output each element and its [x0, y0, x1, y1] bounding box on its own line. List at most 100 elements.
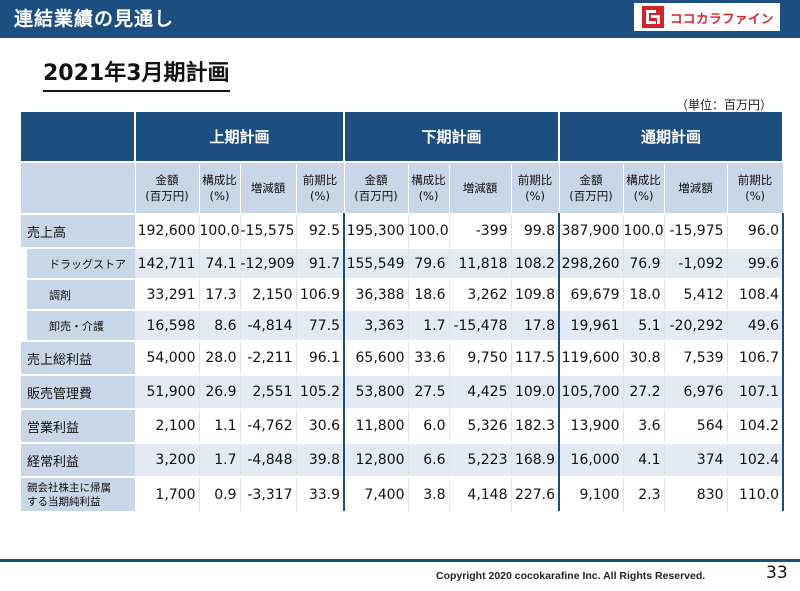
slide-title: 連結業績の見通し	[14, 8, 175, 30]
table-cell: 1.7	[199, 442, 241, 477]
table-cell: -15,478	[449, 309, 512, 341]
table-cell: 33.6	[408, 340, 450, 375]
table-row: 親会社株主に帰属 する当期純利益 1,700 0.9 -3,317 33.9 7,400 3…	[21, 476, 785, 511]
table-cell: -2,211	[240, 340, 297, 375]
table-cell: 33,291	[135, 278, 200, 310]
table-cell: 54,000	[135, 340, 200, 375]
table-cell: 74.1	[199, 247, 241, 279]
col-change: 増減額	[240, 161, 297, 214]
table-cell: 2,551	[240, 374, 297, 409]
table-cell: 105,700	[559, 374, 624, 409]
table-cell: 99.6	[727, 247, 785, 279]
table-cell: 6.0	[408, 408, 450, 443]
table-cell: 564	[664, 408, 728, 443]
table-cell: 13,900	[559, 408, 624, 443]
table-cell: 6,976	[664, 374, 728, 409]
table-cell: 11,818	[449, 247, 512, 279]
table-cell: 107.1	[727, 374, 785, 409]
table-cell: 65,600	[344, 340, 409, 375]
table-cell: 374	[664, 442, 728, 477]
table-cell: 142,711	[135, 247, 200, 279]
table-cell: 298,260	[559, 247, 624, 279]
table-cell: -15,575	[240, 213, 297, 248]
table-cell: 99.8	[511, 213, 561, 248]
table-cell: 96.0	[727, 213, 785, 248]
table-cell: 3.8	[408, 476, 450, 511]
table-cell: 91.7	[296, 247, 346, 279]
table-cell: 106.9	[296, 278, 346, 310]
table-cell: 96.1	[296, 340, 346, 375]
col-ratio: 構成比 (%)	[199, 161, 241, 214]
table-cell: 100.0	[199, 213, 241, 248]
col-ratio: 構成比 (%)	[623, 161, 665, 214]
table-cell: 18.0	[623, 278, 665, 310]
row-label: ドラッグストア	[15, 247, 135, 279]
page-number: 33	[766, 563, 788, 583]
table-cell: 11,800	[344, 408, 409, 443]
col-yoy: 前期比 (%)	[727, 161, 784, 214]
table-row: 経常利益 3,200 1.7 -4,848 39.8 12,800 6.6 5,223 168…	[21, 442, 785, 477]
table-cell: 53,800	[344, 374, 409, 409]
table-cell: 69,679	[559, 278, 624, 310]
col-yoy: 前期比 (%)	[296, 161, 345, 214]
row-label: 販売管理費	[21, 374, 135, 409]
table-cell: -20,292	[664, 309, 728, 341]
col-yoy: 前期比 (%)	[511, 161, 560, 214]
table-row: 販売管理費 51,900 26.9 2,551 105.2 53,800 27.5 4,42…	[21, 374, 785, 409]
table-cell: 9,750	[449, 340, 512, 375]
table-cell: 30.6	[296, 408, 346, 443]
table-cell: 7,539	[664, 340, 728, 375]
group-header-full: 通期計画	[559, 112, 785, 162]
table-cell: -3,317	[240, 476, 297, 511]
table-cell: 104.2	[727, 408, 785, 443]
table-cell: 17.8	[511, 309, 561, 341]
table-row: 売上総利益 54,000 28.0 -2,211 96.1 65,600 33.6 9,75…	[21, 340, 785, 375]
logo-text: ココカラファイン	[670, 10, 775, 26]
table-cell: 76.9	[623, 247, 665, 279]
table-cell: 6.6	[408, 442, 450, 477]
table-cell: 17.3	[199, 278, 241, 310]
table-cell: 27.2	[623, 374, 665, 409]
table-row: 調剤 33,291 17.3 2,150 106.9 36,388 18.6 3,262 10…	[15, 278, 785, 310]
table-cell: 100.0	[408, 213, 450, 248]
table-cell: 51,900	[135, 374, 200, 409]
table-cell: 5.1	[623, 309, 665, 341]
group-header-row: 上期計画 下期計画 通期計画	[21, 112, 785, 162]
col-amount: 金額 (百万円)	[344, 161, 409, 214]
table-cell: 4,148	[449, 476, 512, 511]
table-cell: -4,762	[240, 408, 297, 443]
table-cell: 108.2	[511, 247, 561, 279]
table-cell: 30.8	[623, 340, 665, 375]
table-cell: 77.5	[296, 309, 346, 341]
table-cell: 39.8	[296, 442, 346, 477]
table-cell: 105.2	[296, 374, 346, 409]
table-cell: 3.6	[623, 408, 665, 443]
table-cell: 4.1	[623, 442, 665, 477]
table-cell: 0.9	[199, 476, 241, 511]
table-cell: -4,848	[240, 442, 297, 477]
table-cell: 18.6	[408, 278, 450, 310]
row-label: 親会社株主に帰属 する当期純利益	[21, 476, 135, 511]
table-cell: 16,598	[135, 309, 200, 341]
table-cell: 28.0	[199, 340, 241, 375]
table-cell: 4,425	[449, 374, 512, 409]
col-amount: 金額 (百万円)	[559, 161, 624, 214]
row-label: 卸売・介護	[15, 309, 135, 341]
table-cell: 119,600	[559, 340, 624, 375]
table-cell: 12,800	[344, 442, 409, 477]
table-row: 営業利益 2,100 1.1 -4,762 30.6 11,800 6.0 5,326 182…	[21, 408, 785, 443]
page-title: 2021年3月期計画	[43, 60, 230, 92]
row-label: 営業利益	[21, 408, 135, 443]
col-change: 増減額	[449, 161, 512, 214]
row-label: 調剤	[15, 278, 135, 310]
table-cell: 102.4	[727, 442, 785, 477]
table-cell: 26.9	[199, 374, 241, 409]
table-cell: 9,100	[559, 476, 624, 511]
table-cell: 100.0	[623, 213, 665, 248]
row-label: 経常利益	[21, 442, 135, 477]
table-cell: 1.1	[199, 408, 241, 443]
column-header-row: 金額 (百万円) 構成比 (%) 増減額 前期比 (%) 金額 (百万円) 構成比 (%)…	[21, 161, 784, 214]
table-cell: 33.9	[296, 476, 346, 511]
table-cell: 155,549	[344, 247, 409, 279]
table-cell: 168.9	[511, 442, 561, 477]
